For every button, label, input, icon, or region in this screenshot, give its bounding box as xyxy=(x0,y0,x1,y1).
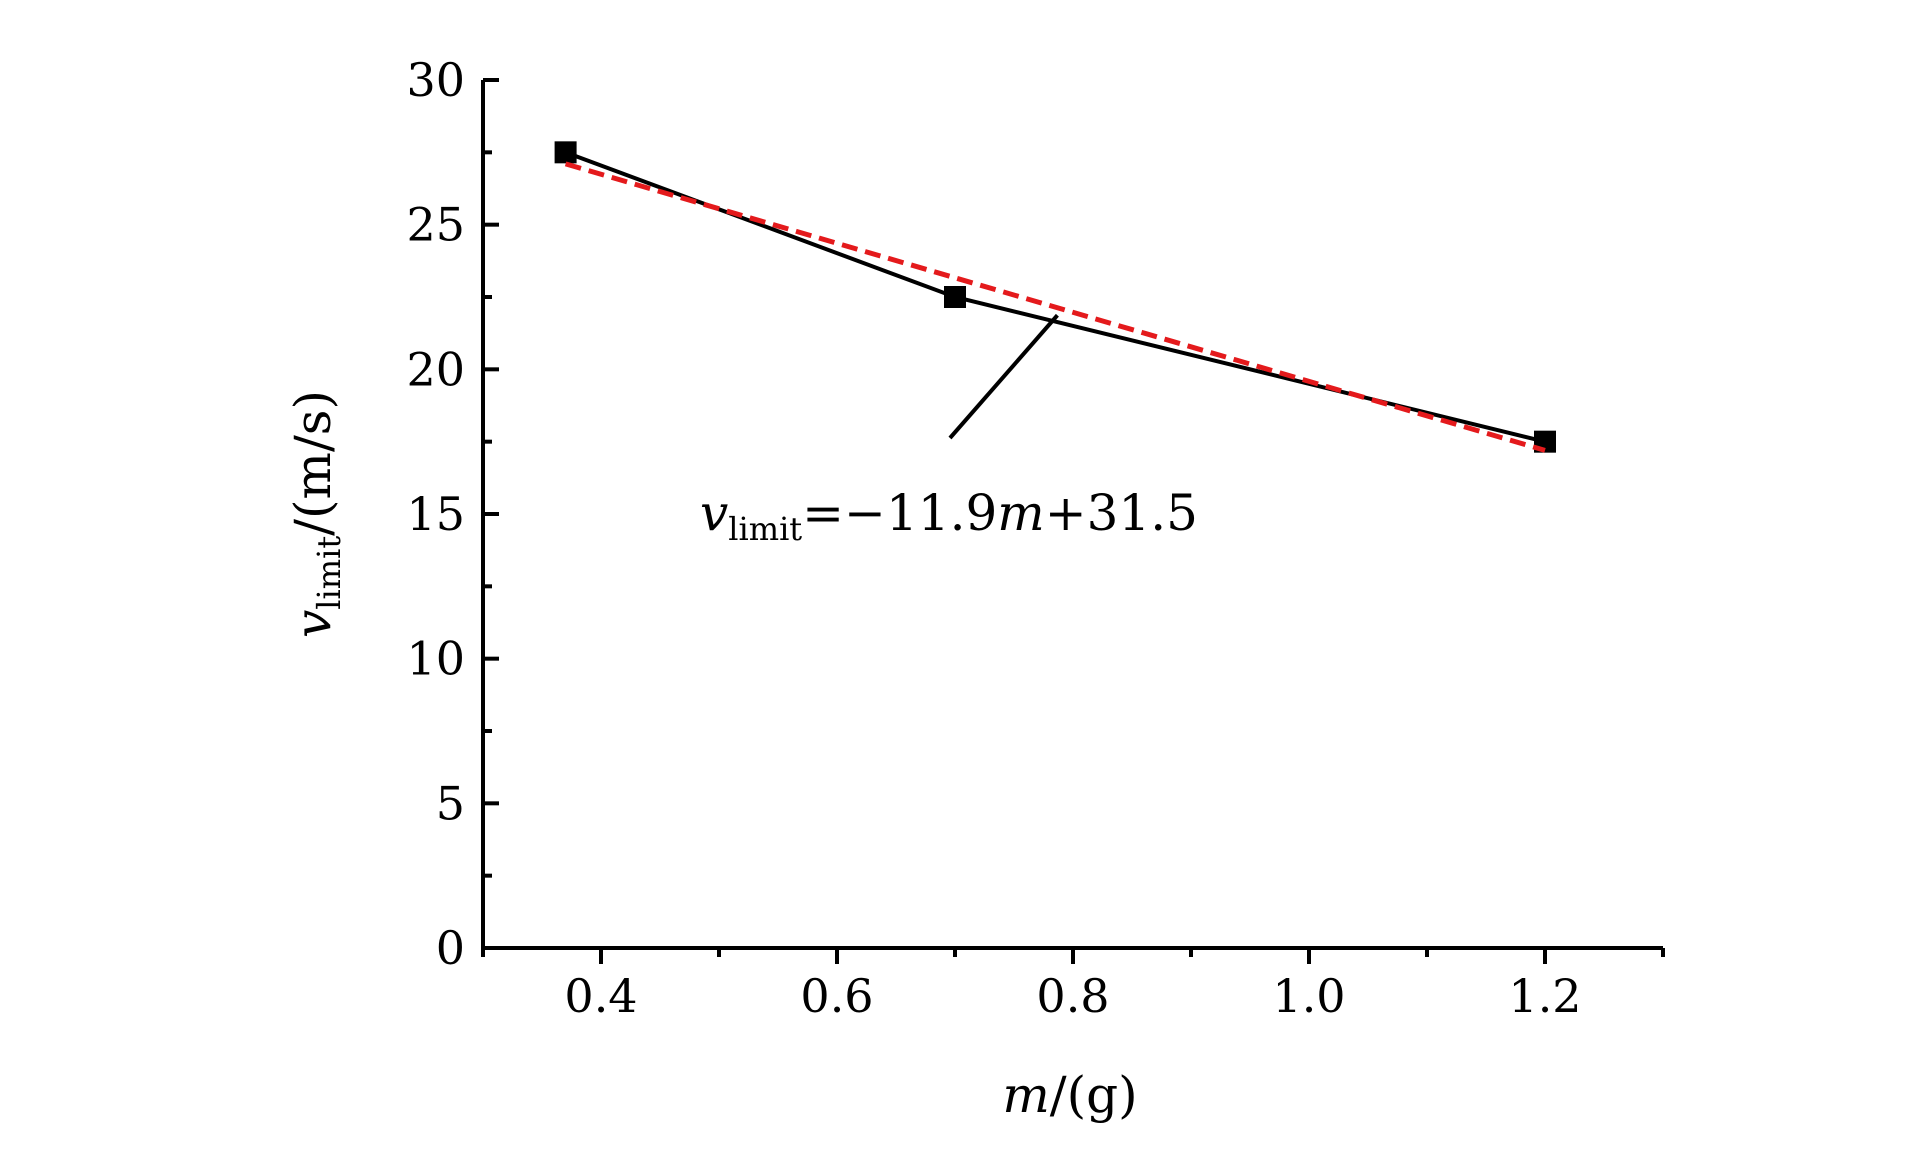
x-axis-title: m/(g) xyxy=(1002,1066,1137,1124)
fit-equation: vlimit=−11.9m+31.5 xyxy=(700,484,1198,548)
y-axis-title-var: v xyxy=(284,610,342,638)
fit-equation-part: limit xyxy=(728,510,802,548)
data-point xyxy=(554,141,577,164)
data-point xyxy=(944,286,966,308)
x-axis-title-var: m xyxy=(1002,1066,1049,1124)
y-tick-label: 10 xyxy=(406,632,465,686)
fit-equation-part: v xyxy=(700,484,728,542)
y-tick-label: 5 xyxy=(436,776,465,830)
y-tick-label: 25 xyxy=(406,198,465,252)
fit-equation-part: =−11.9 xyxy=(802,484,997,542)
y-axis-title-sub: limit xyxy=(310,536,348,610)
x-tick-label: 0.8 xyxy=(1036,969,1109,1023)
y-tick-label: 20 xyxy=(406,342,465,396)
y-axis-title: vlimit/(m/s) xyxy=(284,390,348,638)
x-tick-label: 1.0 xyxy=(1272,969,1345,1023)
annotation-pointer xyxy=(948,313,1059,440)
data-line xyxy=(564,150,1546,444)
y-tick-label: 15 xyxy=(406,487,465,541)
fit-equation-part: +31.5 xyxy=(1045,484,1198,542)
y-tick-label: 30 xyxy=(406,53,465,107)
annotation-layer: vlimit=−11.9m+31.5 xyxy=(700,313,1198,548)
y-axis-title-rest: /(m/s) xyxy=(284,390,342,536)
x-tick-label: 1.2 xyxy=(1508,969,1581,1023)
x-tick-label: 0.4 xyxy=(564,969,637,1023)
ticks xyxy=(481,78,1665,964)
y-tick-label: 0 xyxy=(436,921,465,975)
tick-labels: 0.4 0.6 0.8 1.0 1.2 0 5 10 15 20 25 30 xyxy=(406,53,1581,1023)
series-layer xyxy=(554,141,1556,453)
fit-equation-part: m xyxy=(997,484,1044,542)
x-tick-label: 0.6 xyxy=(800,969,873,1023)
x-axis-title-rest: /(g) xyxy=(1050,1066,1138,1124)
fit-line xyxy=(564,161,1546,453)
